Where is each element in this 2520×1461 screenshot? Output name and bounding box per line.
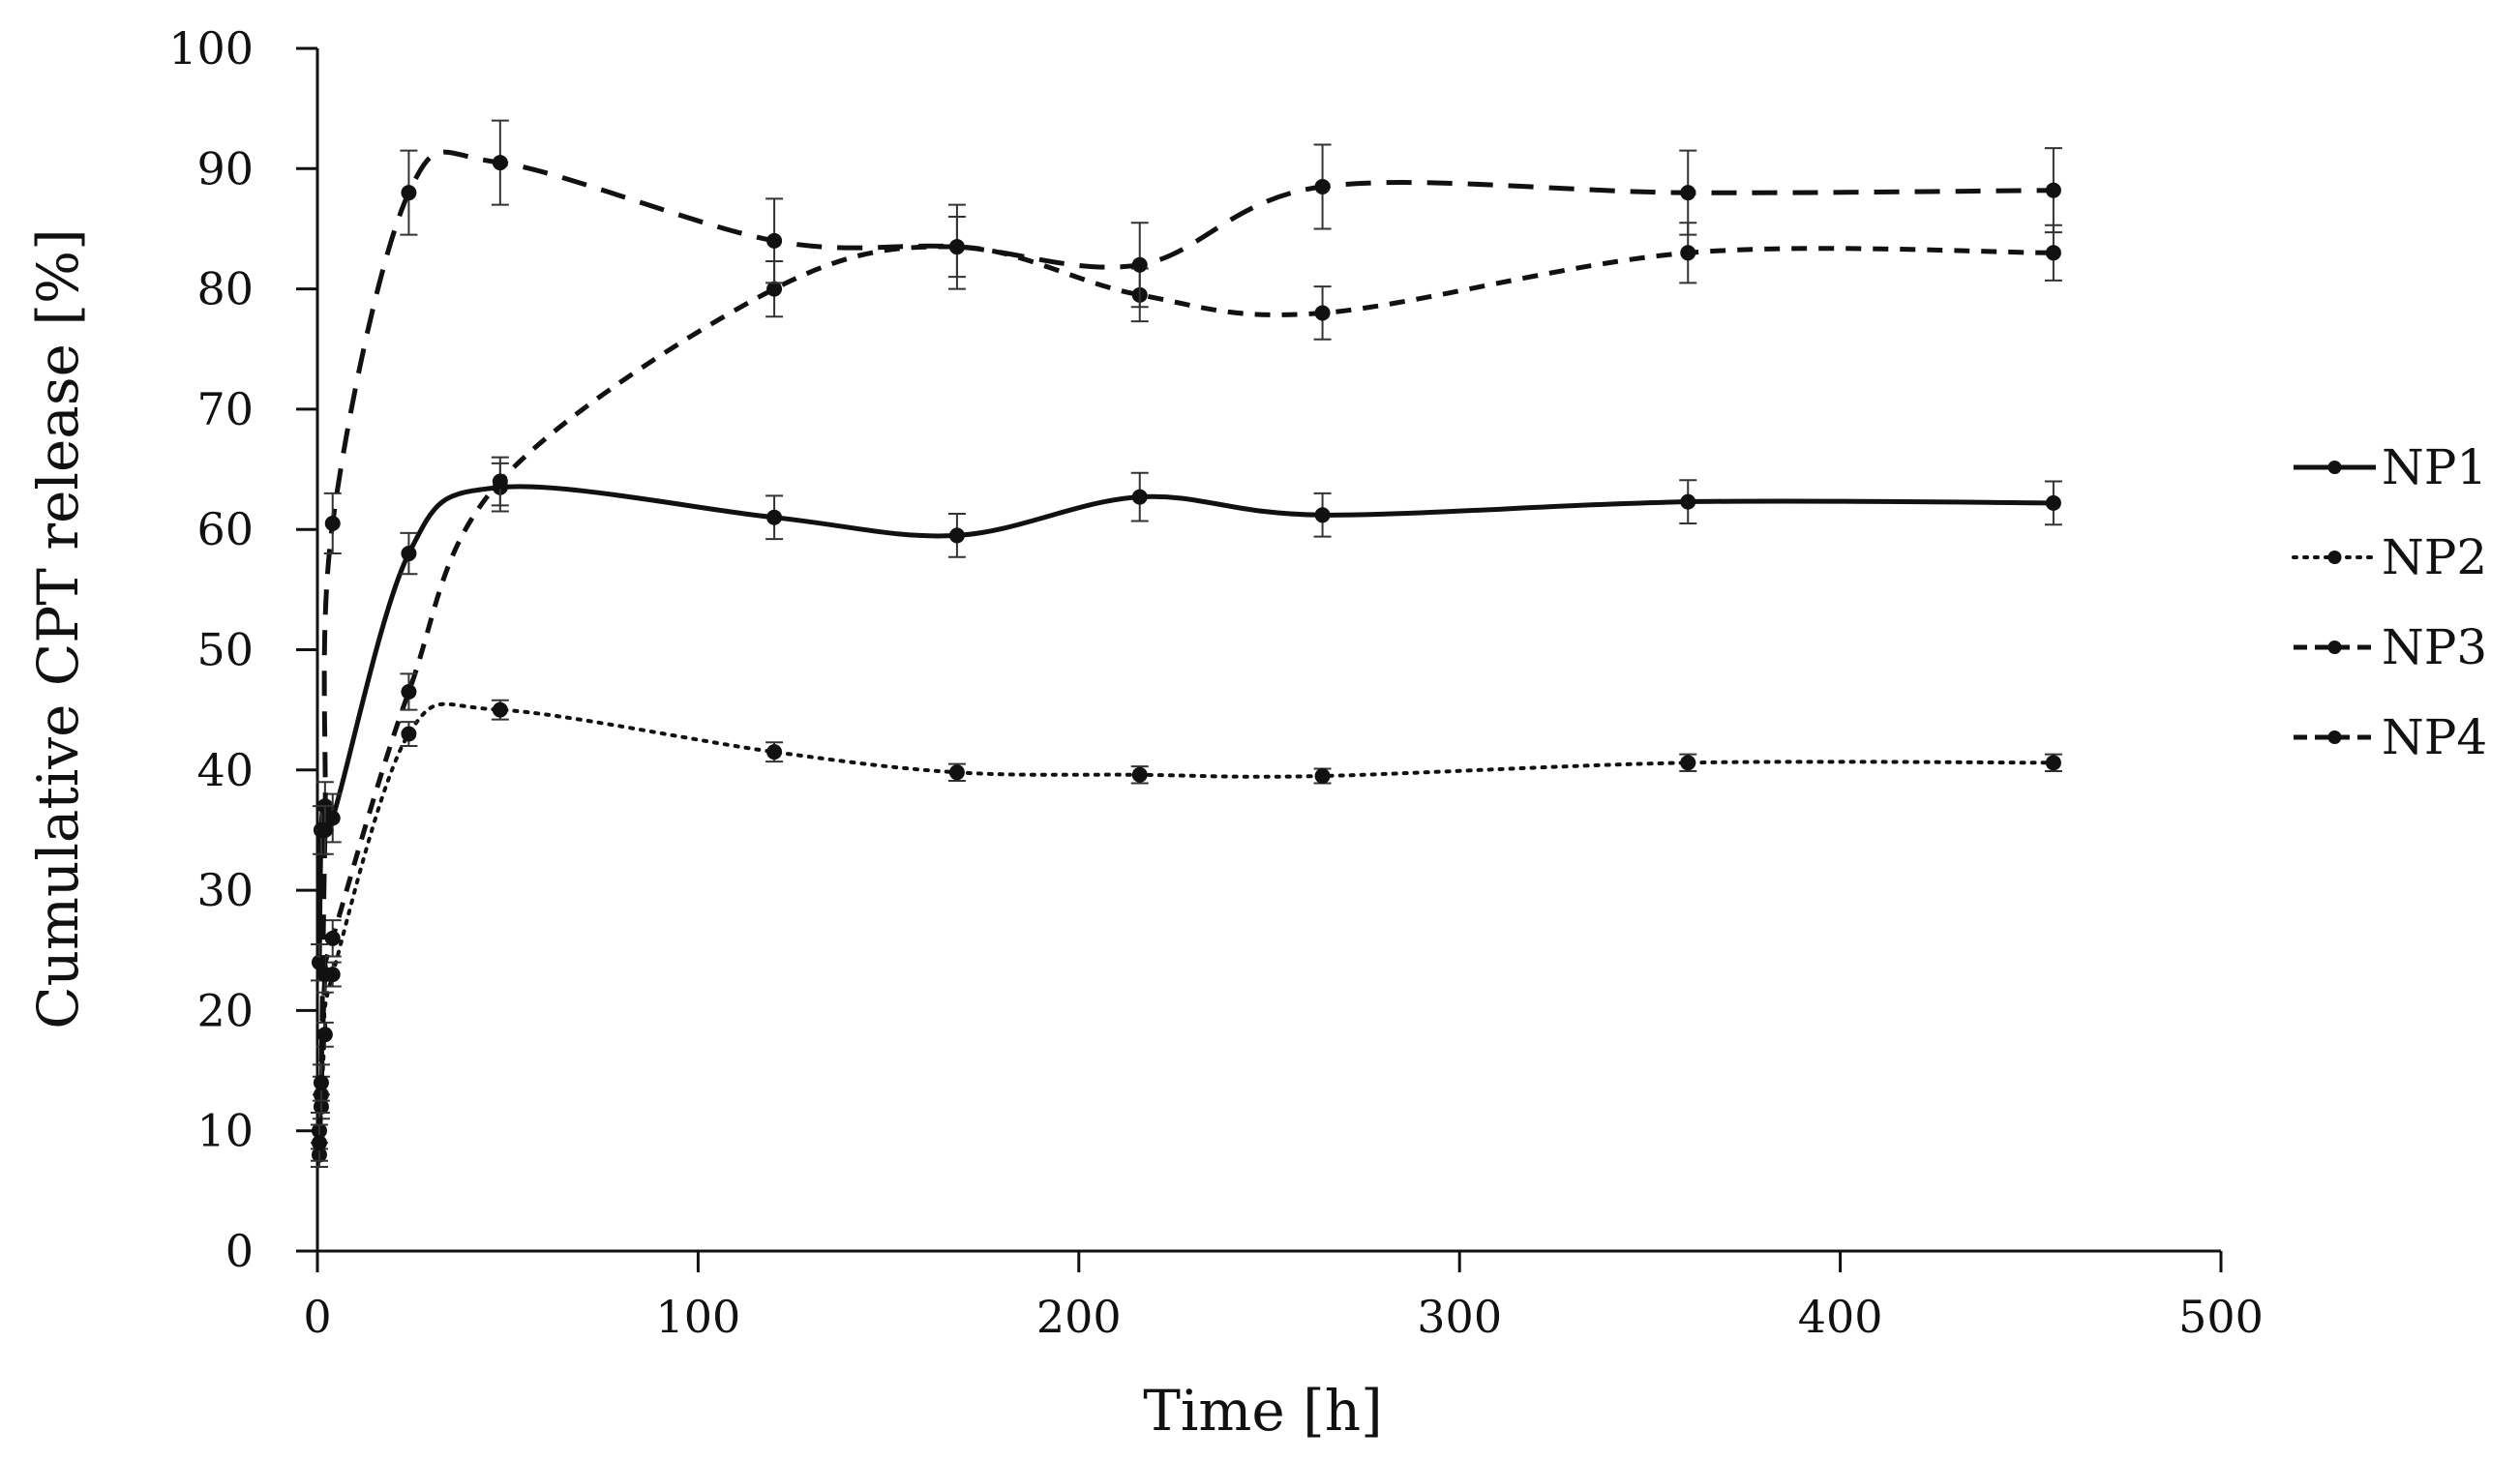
data-point-np1: [1131, 489, 1148, 505]
axes: 0 10 20 30 40 50 60 70 80 90 100 0 100 200 300 400 500: [168, 22, 2264, 1343]
data-point-np2: [401, 726, 417, 742]
y-tick-label: 0: [225, 1225, 254, 1277]
series-np2: [310, 699, 2062, 1168]
y-tick-label: 70: [196, 383, 254, 435]
data-point-np4: [2045, 182, 2061, 198]
x-tick-label: 100: [655, 1291, 740, 1343]
data-point-np1: [948, 527, 965, 544]
data-point-np1: [324, 810, 341, 826]
data-point-np2: [1314, 768, 1331, 785]
data-point-np1: [1314, 507, 1331, 523]
x-tick-label: 500: [2178, 1291, 2264, 1343]
series-np3: [310, 216, 2062, 1150]
data-point-np4: [313, 1074, 329, 1090]
data-point-np4: [1680, 185, 1696, 201]
data-point-np4: [948, 239, 965, 255]
x-tick-label: 400: [1798, 1291, 1883, 1343]
legend-label-np2: NP2: [2382, 529, 2487, 585]
data-point-np2: [2045, 755, 2061, 771]
data-point-np4: [1131, 256, 1148, 273]
data-point-np4: [492, 155, 508, 171]
data-point-np3: [492, 473, 508, 490]
y-axis-title: Cumulative CPT release [%]: [25, 228, 91, 1029]
y-tick-label: 90: [196, 142, 254, 194]
data-point-np3: [324, 930, 341, 946]
data-point-np2: [1131, 766, 1148, 783]
data-point-np4: [1314, 178, 1331, 194]
data-point-np2: [766, 744, 783, 760]
data-point-np1: [1680, 493, 1696, 510]
x-tick-label: 200: [1036, 1291, 1122, 1343]
x-tick-label: 0: [303, 1291, 331, 1343]
data-point-np2: [1680, 755, 1696, 771]
data-point-np3: [766, 281, 783, 297]
data-point-np4: [401, 185, 417, 201]
y-tick-label: 20: [196, 984, 254, 1036]
series-line-np4: [316, 149, 2054, 1144]
y-tick-label: 100: [168, 22, 254, 75]
data-point-np4: [311, 1135, 327, 1151]
legend-label-np1: NP1: [2382, 439, 2487, 495]
y-tick-label: 10: [196, 1105, 254, 1157]
y-tick-label: 80: [196, 263, 254, 315]
data-point-np4: [766, 232, 783, 249]
data-point-np4: [324, 515, 341, 531]
y-tick-label: 60: [196, 503, 254, 555]
legend-marker-np1: [2327, 461, 2342, 474]
x-axis-title: Time [h]: [1143, 1378, 1383, 1444]
series-line-np1: [316, 484, 2054, 963]
data-point-np3: [1314, 305, 1331, 321]
legend-marker-np3: [2327, 641, 2342, 654]
y-tick-label: 50: [196, 624, 254, 676]
series-line-np3: [316, 244, 2054, 1131]
data-point-np3: [401, 684, 417, 701]
y-tick-label: 30: [196, 864, 254, 916]
data-point-np3: [2045, 245, 2061, 261]
data-point-np4: [316, 821, 333, 838]
legend-label-np4: NP4: [2382, 709, 2487, 765]
data-point-np3: [1680, 245, 1696, 261]
x-tick-label: 300: [1417, 1291, 1502, 1343]
data-point-np2: [492, 701, 508, 718]
data-point-np1: [401, 546, 417, 562]
series-line-np2: [317, 701, 2055, 1157]
legend-marker-np4: [2327, 730, 2342, 744]
series-np1: [310, 462, 2062, 982]
legend-marker-np2: [2327, 551, 2342, 564]
legend: NP1 NP2 NP3 NP4: [2292, 439, 2487, 765]
series-np4: [310, 119, 2062, 1162]
legend-label-np3: NP3: [2382, 619, 2487, 675]
series-layer: [310, 119, 2062, 1168]
y-tick-label: 40: [196, 744, 254, 796]
data-point-np1: [766, 509, 783, 525]
data-point-np1: [2045, 494, 2061, 511]
data-point-np2: [948, 764, 965, 781]
